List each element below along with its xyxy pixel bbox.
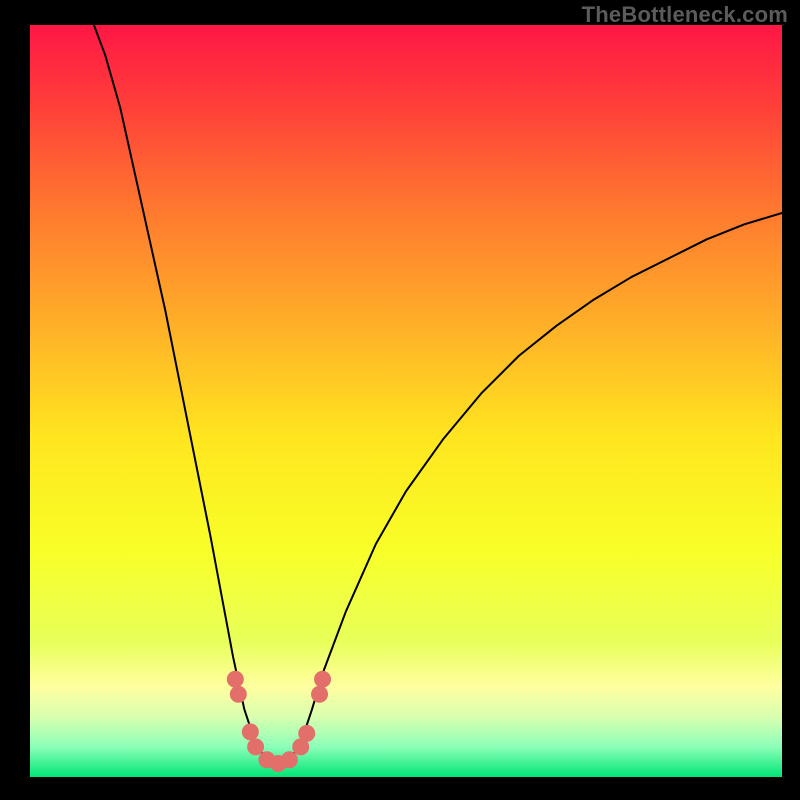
bottleneck-chart <box>0 0 800 800</box>
data-marker <box>248 739 264 755</box>
data-marker <box>230 686 246 702</box>
data-marker <box>281 752 297 768</box>
data-marker <box>242 724 258 740</box>
data-marker <box>315 671 331 687</box>
plot-background <box>30 25 782 777</box>
chart-container: TheBottleneck.com <box>0 0 800 800</box>
watermark-text: TheBottleneck.com <box>582 2 788 28</box>
data-marker <box>227 671 243 687</box>
data-marker <box>312 686 328 702</box>
data-marker <box>299 725 315 741</box>
